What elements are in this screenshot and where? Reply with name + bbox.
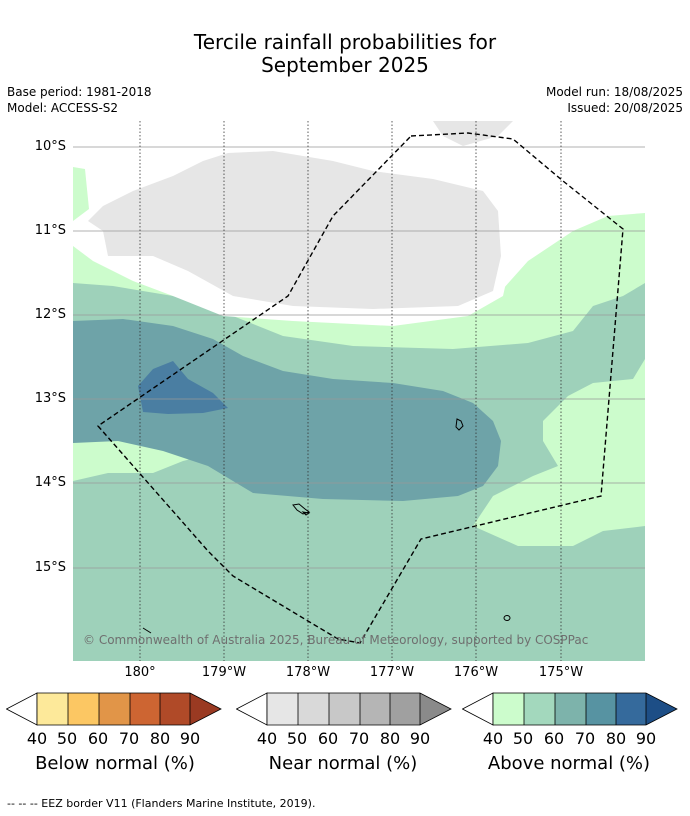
- near-normal-region-north: [88, 151, 501, 309]
- tick: 80: [149, 729, 171, 748]
- tick: 90: [635, 729, 657, 748]
- lat-label-10s: 10°S: [34, 139, 66, 154]
- island-wallis: [292, 503, 311, 515]
- colorbar-near-title: Near normal (%): [268, 753, 418, 774]
- probability-map[interactable]: [73, 121, 645, 661]
- above-normal-60-region: [73, 319, 501, 501]
- tick: 70: [348, 729, 370, 748]
- colorbar-above-normal: [462, 692, 678, 726]
- map-title: Tercile rainfall probabilities for Septe…: [0, 31, 690, 77]
- lon-label-179w: 179°W: [201, 665, 247, 680]
- meta-right: Model run: 18/08/2025 Issued: 20/08/2025: [546, 84, 683, 116]
- colorbar-near-normal: [236, 692, 452, 726]
- lat-label-11s: 11°S: [34, 223, 66, 238]
- colorbar-near-swatch-60: [329, 693, 360, 725]
- island-small-west: [142, 627, 152, 634]
- model-name: Model: ACCESS-S2: [7, 101, 119, 115]
- model-run: Model run: 18/08/2025: [545, 85, 683, 99]
- colorbar-above-extend-low: [462, 692, 494, 726]
- colorbar-below-outline: [36, 692, 222, 726]
- colorbar-near-swatch-50: [298, 693, 329, 725]
- colorbar-above-swatch-80: [616, 693, 646, 725]
- colorbar-below-title: Below normal (%): [35, 753, 195, 774]
- tick: 80: [605, 729, 627, 748]
- colorbar-above-swatch-50: [524, 693, 555, 725]
- colorbar-above-swatch-60: [555, 693, 586, 725]
- lon-label-176w: 176°W: [453, 665, 499, 680]
- base-period: Base period: 1981-2018: [7, 85, 152, 99]
- lat-label-12s: 12°S: [34, 307, 66, 322]
- lat-label-14s: 14°S: [34, 475, 66, 490]
- tick: 90: [409, 729, 431, 748]
- copyright-notice: © Commonwealth of Australia 2025, Bureau…: [83, 633, 589, 647]
- colorbar-near-extend-high: [420, 693, 451, 725]
- colorbar-above-swatch-70: [586, 693, 616, 725]
- colorbar-below-swatch-40: [37, 693, 68, 725]
- tick: 90: [179, 729, 201, 748]
- tick: 50: [286, 729, 308, 748]
- tick: 40: [256, 729, 278, 748]
- colorbar-near-extend-low: [236, 692, 268, 726]
- island-niuafoou: [455, 418, 464, 431]
- lon-label-180: 180°: [124, 665, 156, 680]
- tick: 40: [26, 729, 48, 748]
- tick: 70: [118, 729, 140, 748]
- eez-footnote: -- -- -- EEZ border V11 (Flanders Marine…: [7, 797, 316, 810]
- colorbar-below-swatch-80: [160, 693, 190, 725]
- colorbar-above-dividers: [523, 693, 647, 725]
- island-small-east: [503, 615, 511, 621]
- colorbar-above-title: Above normal (%): [487, 753, 651, 774]
- tick: 50: [56, 729, 78, 748]
- tick: 70: [574, 729, 596, 748]
- colorbar-below-extend-high: [190, 693, 221, 725]
- near-normal-region-top: [433, 121, 513, 146]
- colorbar-above-extend-high: [646, 693, 677, 725]
- lon-label-178w: 178°W: [285, 665, 331, 680]
- lat-label-15s: 15°S: [34, 560, 66, 575]
- colorbar-below-dividers: [67, 693, 191, 725]
- issued-date: Issued: 20/08/2025: [567, 101, 683, 115]
- colorbar-below-swatch-60: [99, 693, 130, 725]
- lon-label-175w: 175°W: [538, 665, 584, 680]
- tick: 60: [87, 729, 109, 748]
- colorbar-near-dividers: [297, 693, 421, 725]
- colorbar-above-swatch-40: [493, 693, 524, 725]
- tick: 60: [543, 729, 565, 748]
- colorbar-above-outline: [492, 692, 678, 726]
- eez-border: [96, 132, 624, 644]
- tick: 60: [317, 729, 339, 748]
- meta-left: Base period: 1981-2018 Model: ACCESS-S2: [7, 84, 152, 116]
- colorbar-near-outline: [266, 692, 452, 726]
- colorbar-below-extend-low: [6, 692, 38, 726]
- title-line-2: September 2025: [261, 53, 429, 77]
- above-normal-70-region: [138, 361, 228, 414]
- tick: 50: [512, 729, 534, 748]
- tick: 40: [482, 729, 504, 748]
- lat-label-13s: 13°S: [34, 391, 66, 406]
- colorbar-near-swatch-80: [390, 693, 420, 725]
- colorbar-near-swatch-40: [267, 693, 298, 725]
- tick: 80: [379, 729, 401, 748]
- colorbar-below-normal: [6, 692, 222, 726]
- latitude-gridlines: [73, 146, 645, 569]
- island-futuna: [301, 511, 311, 516]
- colorbar-near-swatch-70: [360, 693, 390, 725]
- lon-label-177w: 177°W: [369, 665, 415, 680]
- colorbar-below-swatch-50: [68, 693, 99, 725]
- colorbar-below-swatch-70: [130, 693, 160, 725]
- longitude-gridlines: [139, 121, 562, 661]
- title-line-1: Tercile rainfall probabilities for: [193, 30, 497, 54]
